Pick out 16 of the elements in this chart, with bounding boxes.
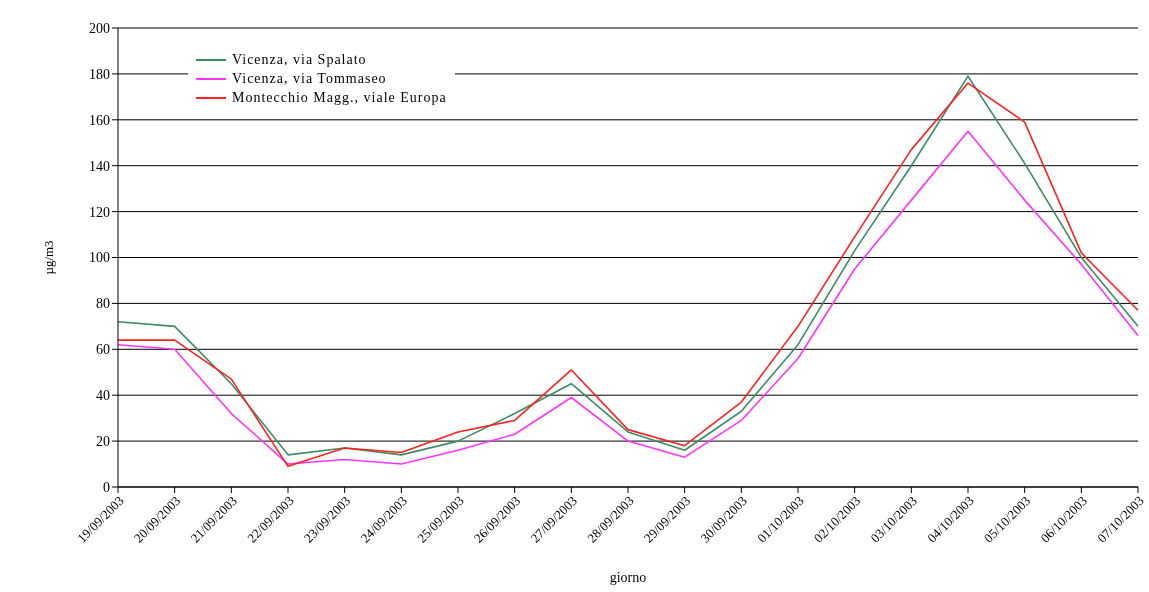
legend-label: Montecchio Magg., viale Europa bbox=[232, 89, 447, 107]
y-tick-label: 160 bbox=[89, 112, 110, 128]
y-tick-label: 120 bbox=[89, 204, 110, 220]
y-tick-label: 40 bbox=[96, 388, 110, 404]
y-tick-label: 180 bbox=[89, 66, 110, 82]
y-axis-title: µg/m3 bbox=[40, 240, 56, 275]
legend-label: Vicenza, via Tommaseo bbox=[232, 70, 387, 88]
y-tick-label: 100 bbox=[89, 250, 110, 266]
y-tick-label: 20 bbox=[96, 434, 110, 450]
legend-label: Vicenza, via Spalato bbox=[232, 51, 367, 69]
y-tick-label: 60 bbox=[96, 342, 110, 358]
x-axis-title: giorno bbox=[609, 570, 647, 585]
y-tick-label: 140 bbox=[89, 158, 110, 174]
y-tick-label: 200 bbox=[89, 20, 110, 36]
y-tick-label: 80 bbox=[96, 296, 110, 312]
y-tick-label: 0 bbox=[103, 479, 110, 495]
